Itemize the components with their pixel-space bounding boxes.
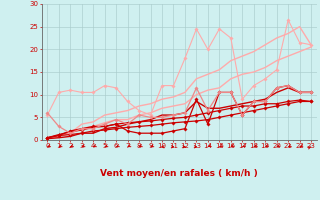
X-axis label: Vent moyen/en rafales ( km/h ): Vent moyen/en rafales ( km/h ) bbox=[100, 169, 258, 178]
